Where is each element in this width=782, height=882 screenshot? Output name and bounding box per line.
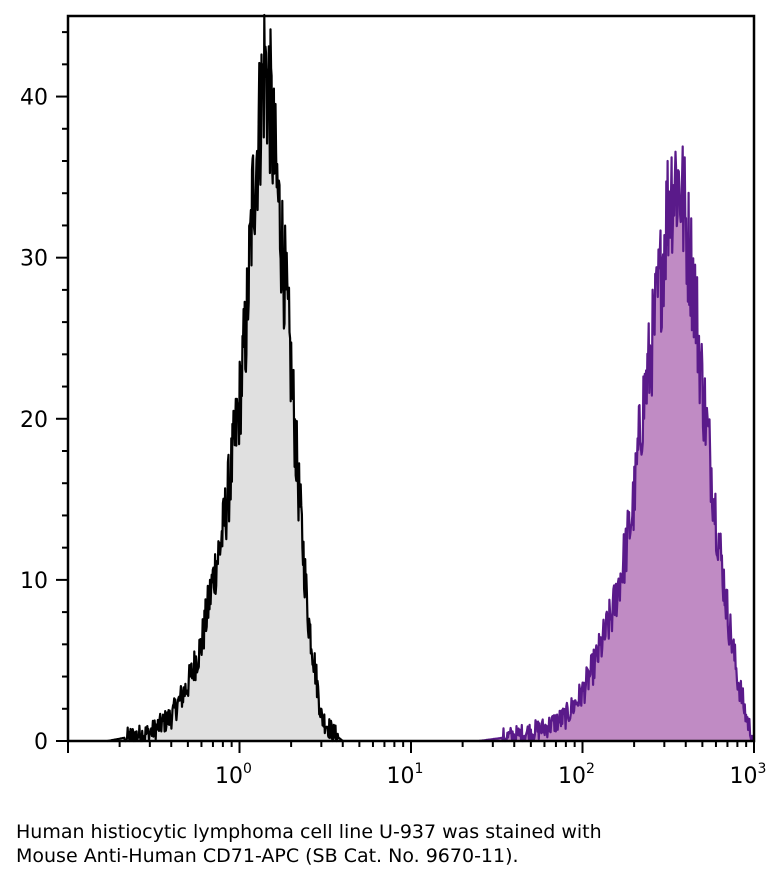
series-0-line xyxy=(107,13,344,743)
series-layer xyxy=(107,13,756,743)
y-tick-label: 0 xyxy=(34,730,48,755)
y-tick-label: 10 xyxy=(20,569,48,594)
x-tick-label: 100 xyxy=(215,761,252,789)
y-tick-label: 20 xyxy=(20,408,48,433)
series-0-fill xyxy=(107,15,343,741)
figure-caption: Human histiocytic lymphoma cell line U-9… xyxy=(16,820,776,868)
caption-line-2: Mouse Anti-Human CD71-APC (SB Cat. No. 9… xyxy=(16,845,519,867)
x-tick-label: 101 xyxy=(387,761,424,789)
histogram-chart: 0 10 20 30 40 100 101 102 103 xyxy=(20,13,767,789)
y-tick-label: 30 xyxy=(20,247,48,272)
y-tick-label: 40 xyxy=(20,86,48,111)
series-1-fill xyxy=(479,146,754,741)
axes-layer: 0 10 20 30 40 100 101 102 103 xyxy=(20,14,767,789)
caption-line-1: Human histiocytic lymphoma cell line U-9… xyxy=(16,821,602,843)
x-tick-label: 102 xyxy=(558,761,595,789)
x-tick-label: 103 xyxy=(730,761,767,789)
